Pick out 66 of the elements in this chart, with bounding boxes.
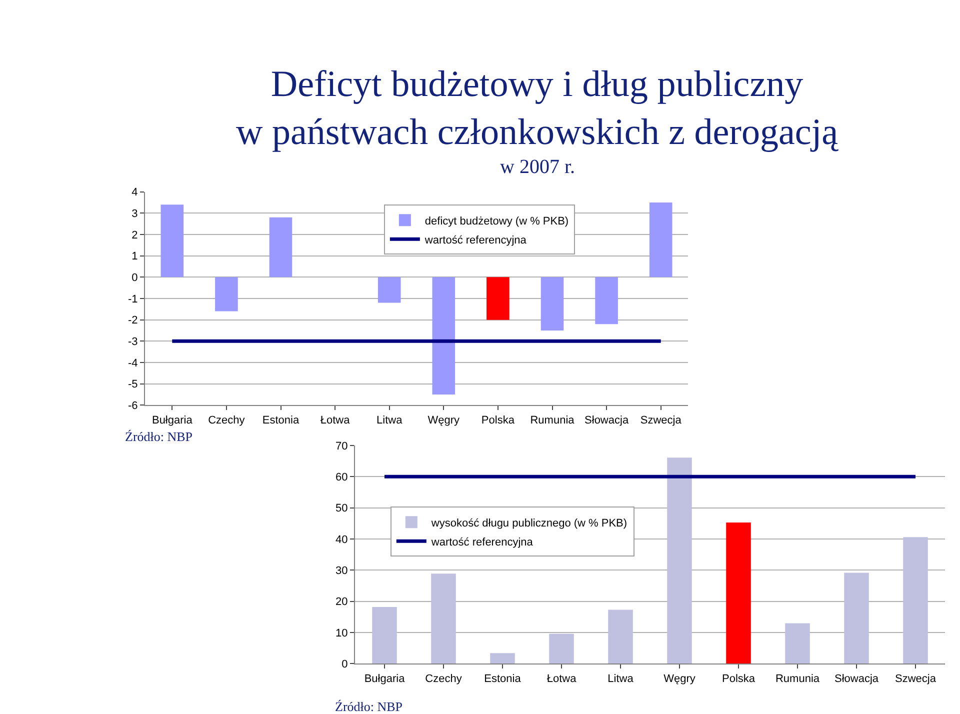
x-tick-label: Łotwa	[546, 672, 578, 685]
y-tick-label: 4	[132, 186, 138, 199]
x-tick-label: Polska	[481, 414, 516, 426]
bar	[215, 277, 238, 312]
bar	[160, 204, 184, 278]
x-tick-label: Bułgaria	[364, 672, 406, 685]
bar	[844, 572, 869, 664]
y-tick-label: 2	[132, 229, 138, 242]
y-tick-label: -3	[128, 336, 138, 348]
bar	[486, 277, 510, 320]
x-tick-label: Rumunia	[775, 672, 820, 685]
y-tick-label: -2	[128, 314, 138, 327]
y-tick-label: 50	[336, 502, 348, 515]
x-tick-label: Litwa	[608, 672, 634, 685]
y-tick-label: -6	[128, 400, 138, 412]
y-tick-label: -1	[128, 293, 138, 306]
bar	[785, 623, 810, 664]
bar	[726, 522, 751, 664]
x-tick-label: Polska	[722, 672, 756, 685]
text: Źródło: NBP	[125, 429, 193, 444]
legend-label: deficyt budżetowy (w % PKB)	[424, 215, 569, 228]
x-tick-label: Estonia	[484, 672, 522, 685]
y-tick-label: -5	[128, 378, 138, 391]
bar	[378, 277, 401, 303]
x-tick-label: Estonia	[262, 414, 300, 426]
x-tick-label: Czechy	[425, 672, 462, 685]
x-tick-label: Szwecja	[640, 414, 682, 426]
x-tick-label: Bułgaria	[152, 414, 194, 426]
legend-label: wysokość długu publicznego (w % PKB)	[430, 517, 628, 530]
y-tick-label: 70	[336, 440, 348, 452]
y-tick-label: 0	[132, 272, 138, 284]
y-tick-label: 60	[336, 472, 348, 484]
y-tick-label: 0	[342, 658, 348, 671]
bar	[432, 277, 456, 394]
y-tick-label: 20	[336, 596, 348, 608]
bar	[595, 277, 618, 324]
chart-subtitle: w 2007 r.	[500, 156, 575, 178]
y-tick-label: 30	[336, 565, 348, 578]
x-tick-label: Szwecja	[895, 672, 937, 685]
x-tick-label: Litwa	[376, 414, 404, 426]
x-tick-label: Słowacja	[834, 672, 880, 685]
x-tick-label: Słowacja	[584, 414, 630, 426]
bar	[903, 537, 928, 664]
bar	[540, 277, 564, 330]
x-tick-label: Węgry	[664, 672, 696, 685]
y-tick-label: 40	[336, 534, 348, 546]
bar	[667, 458, 692, 664]
y-tick-label: 10	[336, 627, 348, 640]
bar	[649, 202, 672, 278]
bar	[490, 653, 515, 664]
legend-label: wartość referencyjna	[430, 536, 534, 548]
bar	[372, 606, 397, 664]
chart-title: Deficyt budżetowy i dług publiczny w państwach członkowskich z derogacją	[236, 64, 839, 154]
x-tick-label: Czechy	[208, 414, 246, 426]
x-tick-label: Łotwa	[320, 414, 351, 426]
legend-label: wartość referencyjna	[424, 234, 528, 246]
bar	[269, 217, 292, 278]
text: Źródło: NBP	[335, 699, 403, 714]
x-tick-label: Rumunia	[530, 414, 576, 426]
bar	[608, 610, 633, 664]
y-tick-label: 1	[132, 250, 138, 263]
x-tick-label: Węgry	[428, 414, 460, 426]
bar	[431, 574, 456, 664]
y-tick-label: 3	[132, 208, 138, 220]
bar	[549, 634, 574, 664]
y-tick-label: -4	[128, 357, 138, 370]
